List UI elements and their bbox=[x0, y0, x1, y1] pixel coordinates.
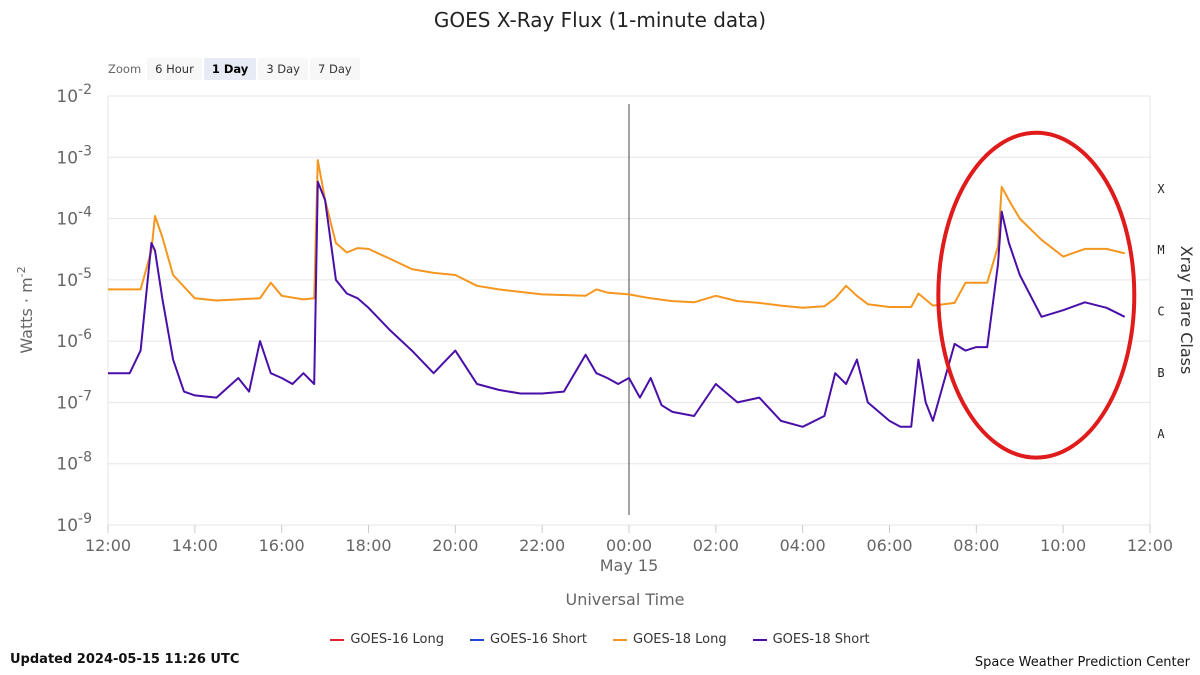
flare-class-b: B bbox=[1157, 366, 1164, 380]
legend-label: GOES-16 Long bbox=[350, 632, 444, 647]
zoom-3-day-button[interactable]: 3 Day bbox=[258, 58, 308, 80]
zoom-6-hour-button[interactable]: 6 Hour bbox=[147, 58, 202, 80]
legend-label: GOES-18 Short bbox=[772, 632, 870, 647]
x-tick-label: 08:00 bbox=[953, 536, 999, 555]
zoom-1-day-button[interactable]: 1 Day bbox=[203, 58, 257, 80]
x-tick-label: 12:00 bbox=[85, 536, 131, 555]
x-tick-label: 10:00 bbox=[1040, 536, 1086, 555]
zoom-7-day-button[interactable]: 7 Day bbox=[310, 58, 360, 80]
series-line-goes-18-long bbox=[108, 159, 1125, 309]
flare-class-a: A bbox=[1157, 427, 1165, 441]
series-line-goes-18-short bbox=[108, 180, 1126, 428]
x-tick-label: 04:00 bbox=[780, 536, 826, 555]
x-tick-label: 18:00 bbox=[345, 536, 391, 555]
x-tick-label: 12:00 bbox=[1127, 536, 1173, 555]
x-tick-label: 20:00 bbox=[432, 536, 478, 555]
zoom-controls: Zoom 6 Hour 1 Day 3 Day 7 Day bbox=[108, 58, 362, 80]
y-tick-label: 10-7 bbox=[56, 388, 92, 413]
legend-goes18-short[interactable]: GOES-18 Short bbox=[752, 632, 870, 647]
y-tick-label: 10-2 bbox=[56, 82, 92, 107]
x-date-label: May 15 bbox=[600, 556, 659, 575]
y-tick-label: 10-3 bbox=[56, 143, 92, 168]
x-tick-label: 14:00 bbox=[172, 536, 218, 555]
y-tick-label: 10-8 bbox=[56, 450, 92, 475]
zoom-label: Zoom bbox=[108, 62, 142, 76]
legend-goes16-short[interactable]: GOES-16 Short bbox=[469, 632, 587, 647]
chart-legend: GOES-16 Long GOES-16 Short GOES-18 Long … bbox=[0, 632, 1200, 647]
x-axis-title: Universal Time bbox=[565, 590, 684, 609]
legend-label: GOES-18 Long bbox=[633, 632, 727, 647]
chart-title: GOES X-Ray Flux (1-minute data) bbox=[433, 8, 767, 32]
legend-label: GOES-16 Short bbox=[489, 632, 587, 647]
y-axis-title: Watts · m-2 bbox=[15, 266, 36, 353]
x-tick-label: 06:00 bbox=[866, 536, 912, 555]
source-credit: Space Weather Prediction Center bbox=[974, 655, 1190, 670]
legend-goes18-long[interactable]: GOES-18 Long bbox=[613, 632, 727, 647]
x-tick-label: 00:00 bbox=[606, 536, 652, 555]
flare-class-x: X bbox=[1157, 182, 1165, 196]
legend-swatch-goes16-long bbox=[330, 638, 345, 641]
y-tick-label: 10-9 bbox=[56, 511, 92, 536]
y-tick-label: 10-4 bbox=[56, 205, 92, 230]
x-tick-label: 22:00 bbox=[519, 536, 565, 555]
legend-swatch-goes16-short bbox=[469, 638, 484, 641]
legend-swatch-goes18-long bbox=[613, 638, 627, 641]
y-tick-label: 10-5 bbox=[56, 266, 92, 291]
legend-goes16-long[interactable]: GOES-16 Long bbox=[330, 632, 444, 647]
legend-swatch-goes18-short bbox=[752, 638, 767, 641]
updated-timestamp: Updated 2024-05-15 11:26 UTC bbox=[10, 652, 240, 667]
flare-class-m: M bbox=[1157, 243, 1164, 257]
x-tick-label: 16:00 bbox=[259, 536, 305, 555]
highlight-ellipse bbox=[936, 130, 1137, 460]
x-tick-label: 02:00 bbox=[693, 536, 739, 555]
y-tick-label: 10-6 bbox=[56, 327, 92, 352]
flare-class-c: C bbox=[1157, 305, 1164, 319]
y2-axis-title: Xray Flare Class bbox=[1177, 246, 1196, 375]
